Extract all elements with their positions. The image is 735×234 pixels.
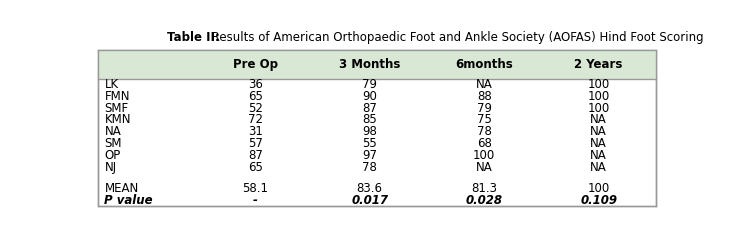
Text: 87: 87 xyxy=(248,149,262,162)
Text: 65: 65 xyxy=(248,90,262,103)
Text: 6months: 6months xyxy=(455,58,513,71)
Text: -: - xyxy=(253,194,258,207)
Text: 78: 78 xyxy=(477,125,492,138)
Text: NA: NA xyxy=(476,78,492,91)
Text: 98: 98 xyxy=(362,125,377,138)
Text: P value: P value xyxy=(104,194,153,207)
Text: 100: 100 xyxy=(587,102,610,114)
Text: FMN: FMN xyxy=(104,90,130,103)
Text: 3 Months: 3 Months xyxy=(339,58,401,71)
Text: SM: SM xyxy=(104,137,122,150)
Text: KMN: KMN xyxy=(104,113,131,126)
Text: 79: 79 xyxy=(476,102,492,114)
Text: 57: 57 xyxy=(248,137,262,150)
Text: NJ: NJ xyxy=(104,161,117,174)
Text: NA: NA xyxy=(590,125,607,138)
Text: 81.3: 81.3 xyxy=(471,182,497,195)
Text: 78: 78 xyxy=(362,161,377,174)
Text: Table II:: Table II: xyxy=(167,31,220,44)
Text: 75: 75 xyxy=(477,113,492,126)
Text: 97: 97 xyxy=(362,149,377,162)
Text: 87: 87 xyxy=(362,102,377,114)
Text: NA: NA xyxy=(476,161,492,174)
Text: 52: 52 xyxy=(248,102,262,114)
Text: 100: 100 xyxy=(473,149,495,162)
Text: NA: NA xyxy=(104,125,121,138)
Text: 0.028: 0.028 xyxy=(466,194,503,207)
FancyBboxPatch shape xyxy=(98,50,656,79)
Text: 68: 68 xyxy=(477,137,492,150)
Text: 58.1: 58.1 xyxy=(243,182,268,195)
Text: Results of American Orthopaedic Foot and Ankle Society (AOFAS) Hind Foot Scoring: Results of American Orthopaedic Foot and… xyxy=(208,31,703,44)
Text: 100: 100 xyxy=(587,182,610,195)
Text: 31: 31 xyxy=(248,125,262,138)
Text: 72: 72 xyxy=(248,113,263,126)
Text: NA: NA xyxy=(590,149,607,162)
Text: 79: 79 xyxy=(362,78,377,91)
Text: 0.109: 0.109 xyxy=(580,194,617,207)
Text: 85: 85 xyxy=(362,113,377,126)
Text: 100: 100 xyxy=(587,78,610,91)
Text: NA: NA xyxy=(590,161,607,174)
Text: 36: 36 xyxy=(248,78,262,91)
Text: 2 Years: 2 Years xyxy=(574,58,623,71)
Text: MEAN: MEAN xyxy=(104,182,139,195)
Text: NA: NA xyxy=(590,113,607,126)
Text: SMF: SMF xyxy=(104,102,129,114)
Text: 83.6: 83.6 xyxy=(356,182,383,195)
Text: 88: 88 xyxy=(477,90,492,103)
Text: Pre Op: Pre Op xyxy=(233,58,278,71)
Text: LK: LK xyxy=(104,78,118,91)
Text: 65: 65 xyxy=(248,161,262,174)
Text: 0.017: 0.017 xyxy=(351,194,388,207)
Text: OP: OP xyxy=(104,149,121,162)
FancyBboxPatch shape xyxy=(98,50,656,206)
Text: 90: 90 xyxy=(362,90,377,103)
Text: NA: NA xyxy=(590,137,607,150)
Text: 55: 55 xyxy=(362,137,377,150)
Text: 100: 100 xyxy=(587,90,610,103)
